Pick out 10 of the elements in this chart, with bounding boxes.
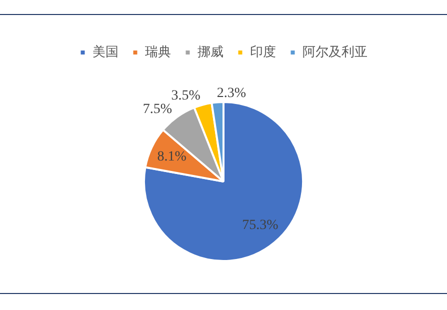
data-label: 8.1% (157, 150, 187, 165)
data-label: 7.5% (142, 102, 172, 118)
legend-label: 美国 (92, 44, 118, 60)
legend-label: 挪威 (197, 44, 224, 60)
legend-label: 印度 (250, 44, 276, 60)
data-label: 2.3% (216, 86, 246, 101)
data-label: 75.3% (242, 218, 279, 234)
legend-label: 瑞典 (144, 44, 171, 60)
legend-label: 阿尔及利亚 (302, 44, 368, 60)
data-label: 3.5% (171, 88, 201, 104)
